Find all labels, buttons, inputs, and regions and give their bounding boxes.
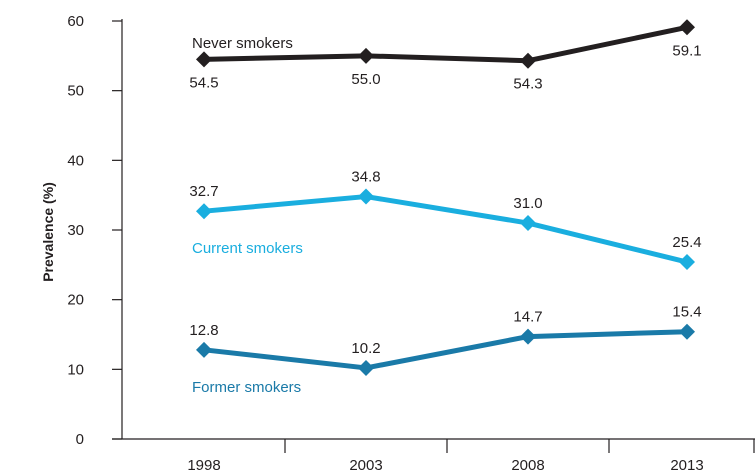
y-tick-label: 60 — [67, 13, 84, 30]
x-tick-label: 2003 — [349, 457, 382, 474]
y-tick-label: 40 — [67, 152, 84, 169]
data-point-marker — [196, 203, 212, 220]
x-axis-ticks: 1998 2003 2008 2013 — [187, 439, 755, 474]
data-label: 54.5 — [189, 74, 218, 91]
series-never-smokers: 54.5 55.0 54.3 59.1 Never smokers — [189, 19, 702, 93]
data-point-marker — [679, 19, 695, 36]
series-former-smokers: 12.8 10.2 14.7 15.4 Former smokers — [189, 304, 701, 396]
data-point-marker — [358, 188, 374, 205]
series-line — [203, 24, 688, 64]
data-label: 59.1 — [672, 42, 701, 59]
series-line — [203, 194, 688, 265]
data-label: 25.4 — [672, 234, 701, 251]
data-point-marker — [520, 215, 536, 232]
data-label: 31.0 — [513, 195, 542, 212]
data-point-marker — [196, 341, 212, 358]
data-point-marker — [358, 47, 374, 64]
data-point-marker — [520, 52, 536, 69]
y-tick-label: 20 — [67, 292, 84, 309]
data-point-marker — [679, 323, 695, 340]
data-label: 54.3 — [513, 76, 542, 93]
y-tick-label: 0 — [76, 431, 84, 448]
series-name-label: Former smokers — [192, 379, 301, 396]
x-tick-label: 1998 — [187, 457, 220, 474]
series-name-label: Current smokers — [192, 240, 303, 257]
data-label: 14.7 — [513, 309, 542, 326]
y-tick-label: 30 — [67, 222, 84, 239]
data-label: 15.4 — [672, 304, 701, 321]
y-tick-label: 50 — [67, 83, 84, 100]
series-current-smokers: 32.7 34.8 31.0 25.4 Current smokers — [189, 169, 702, 271]
data-label: 10.2 — [351, 340, 380, 357]
data-point-marker — [679, 254, 695, 271]
x-tick-label: 2013 — [670, 457, 703, 474]
data-label: 32.7 — [189, 183, 218, 200]
y-axis-ticks: 0 10 20 30 40 50 60 — [67, 13, 122, 448]
series-layer: 54.5 55.0 54.3 59.1 Never smokers 32.7 34.8 31.… — [189, 19, 702, 396]
data-point-marker — [196, 51, 212, 68]
data-point-marker — [358, 359, 374, 376]
series-line — [203, 329, 688, 371]
x-tick-label: 2008 — [511, 457, 544, 474]
data-label: 34.8 — [351, 169, 380, 186]
data-label: 55.0 — [351, 71, 380, 88]
series-name-label: Never smokers — [192, 35, 293, 52]
y-axis-title: Prevalence (%) — [40, 182, 56, 282]
data-point-marker — [520, 328, 536, 345]
y-tick-label: 10 — [67, 361, 84, 378]
data-label: 12.8 — [189, 322, 218, 339]
